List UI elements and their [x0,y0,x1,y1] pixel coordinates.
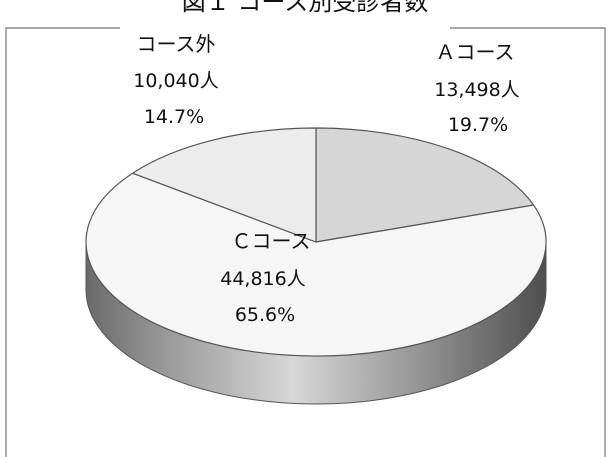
slice-label-c-name: Ｃコース [232,229,311,253]
slice-label-c-value: 44,816人 [220,268,305,290]
slice-label-other-value: 10,040人 [133,70,218,92]
slice-label-a-percent: 19.7% [448,114,508,136]
title-mask [120,0,450,30]
slice-label-a-value: 13,498人 [434,79,519,101]
chart-title: 図１ コース別受診者数 [182,0,428,16]
slice-label-other-percent: 14.7% [144,106,204,128]
slice-label-c-percent: 65.6% [235,304,295,326]
pie-slice-1 [315,127,535,243]
pie-slice-2 [85,172,547,357]
pie-slice-3 [131,127,317,243]
slice-label-a-name: Ａコース [436,40,515,64]
slice-label-other-name: コース外 [137,32,216,56]
pie-slices [85,127,547,357]
